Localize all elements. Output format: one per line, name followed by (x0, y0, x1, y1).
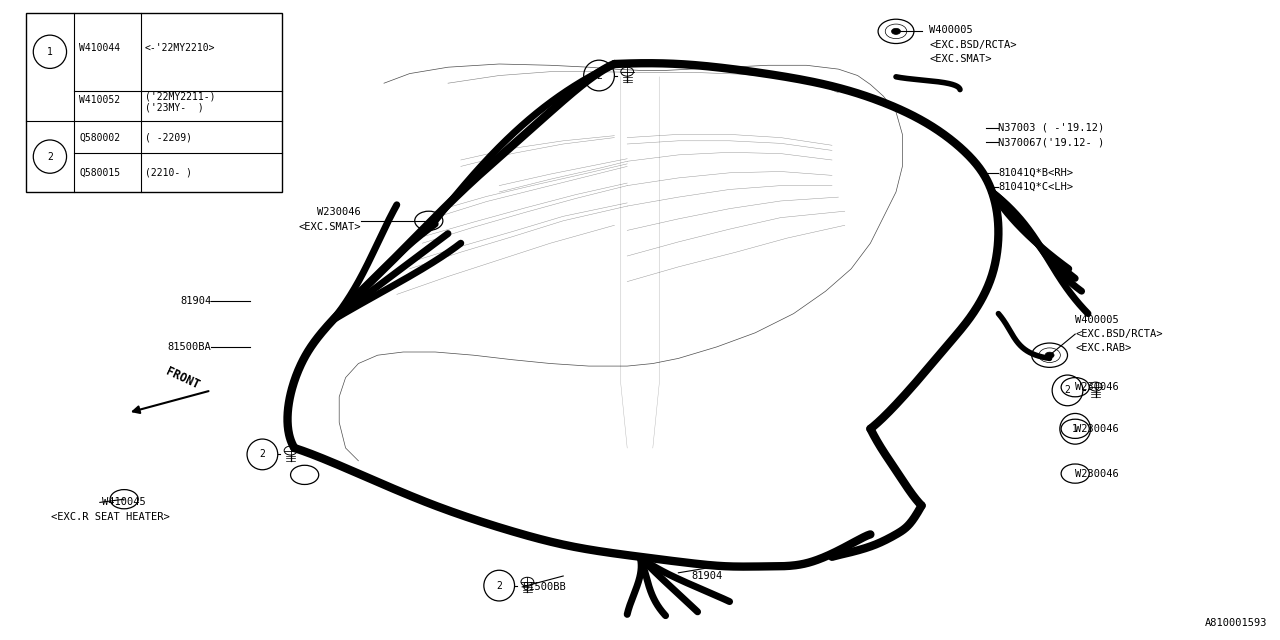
Text: W230046: W230046 (317, 207, 361, 218)
Text: ( -2209): ( -2209) (145, 132, 192, 142)
Text: <EXC.R SEAT HEATER>: <EXC.R SEAT HEATER> (51, 512, 170, 522)
Text: <EXC.RAB>: <EXC.RAB> (1075, 343, 1132, 353)
Text: 2: 2 (596, 70, 602, 81)
Text: W410044: W410044 (79, 43, 120, 53)
Text: 81041Q*C<LH>: 81041Q*C<LH> (998, 182, 1074, 192)
Text: 1: 1 (47, 47, 52, 57)
Text: FRONT: FRONT (164, 365, 201, 392)
Text: W400005: W400005 (1075, 315, 1119, 325)
Text: W410045: W410045 (102, 497, 146, 508)
Text: 2: 2 (497, 580, 502, 591)
Text: ('22MY2211-): ('22MY2211-) (145, 92, 215, 101)
Text: N370067('19.12- ): N370067('19.12- ) (998, 137, 1105, 147)
Text: 81904: 81904 (180, 296, 211, 306)
Text: 2: 2 (1065, 385, 1070, 396)
Text: <EXC.BSD/RCTA>: <EXC.BSD/RCTA> (1075, 329, 1162, 339)
Text: Q580015: Q580015 (79, 168, 120, 178)
Text: W400005: W400005 (929, 25, 973, 35)
Text: W230046: W230046 (1075, 424, 1119, 434)
Text: ('23MY-  ): ('23MY- ) (145, 103, 204, 113)
Text: 2: 2 (47, 152, 52, 162)
Text: 81904: 81904 (691, 571, 722, 581)
Text: 81500BB: 81500BB (522, 582, 566, 592)
Ellipse shape (1044, 352, 1055, 358)
Text: <-'22MY2210>: <-'22MY2210> (145, 43, 215, 53)
Text: W410052: W410052 (79, 95, 120, 104)
Ellipse shape (891, 28, 901, 35)
Text: <EXC.SMAT>: <EXC.SMAT> (298, 222, 361, 232)
Text: 2: 2 (260, 449, 265, 460)
Text: 81500BA: 81500BA (168, 342, 211, 352)
FancyBboxPatch shape (26, 13, 282, 192)
Text: A810001593: A810001593 (1204, 618, 1267, 628)
Text: Q580002: Q580002 (79, 132, 120, 142)
Text: (2210- ): (2210- ) (145, 168, 192, 178)
Text: 81041Q*B<RH>: 81041Q*B<RH> (998, 168, 1074, 178)
Text: N37003 ( -'19.12): N37003 ( -'19.12) (998, 123, 1105, 133)
Text: W230046: W230046 (1075, 382, 1119, 392)
Text: W230046: W230046 (1075, 468, 1119, 479)
Text: <EXC.SMAT>: <EXC.SMAT> (929, 54, 992, 64)
Text: <EXC.BSD/RCTA>: <EXC.BSD/RCTA> (929, 40, 1016, 50)
Text: 1: 1 (1073, 424, 1078, 434)
